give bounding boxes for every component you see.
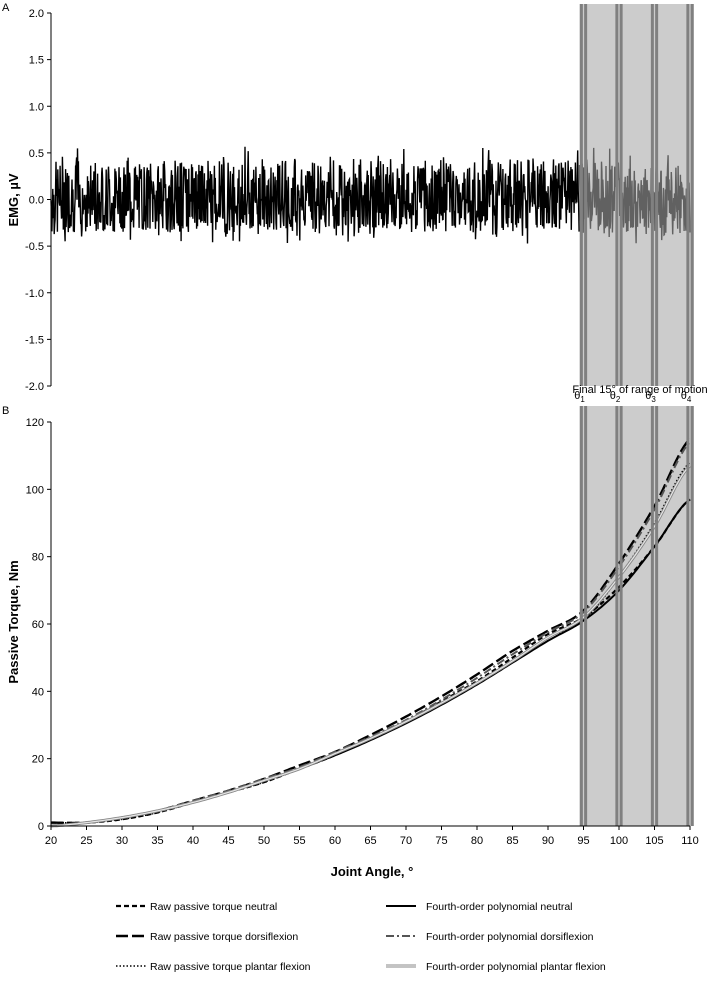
- b-xtick-label: 110: [681, 835, 699, 847]
- emg-trace: [50, 146, 580, 244]
- b-ytick-label: 60: [32, 619, 44, 631]
- b-xtick-label: 85: [506, 835, 518, 847]
- b-xtick-label: 90: [542, 835, 554, 847]
- theta-label-2: θ2: [610, 390, 621, 404]
- legend-label: Fourth-order polynomial neutral: [426, 901, 573, 913]
- b-xtick-label: 50: [258, 835, 270, 847]
- panel-a: A 2.0 1.5 1.0 0.5 0.0 -0.5 -1.0 -1.5 -2.0 EMG, µ…: [2, 2, 708, 396]
- theta-label-3: θ3: [645, 390, 656, 404]
- b-xtick-label: 20: [45, 835, 57, 847]
- a-ytick-label: 0.5: [29, 148, 44, 160]
- b-xtick-label: 95: [577, 835, 589, 847]
- panel-a-dividers: [579, 4, 694, 386]
- theta-label-4: θ4: [681, 390, 692, 404]
- a-ytick-label: 0.0: [29, 195, 44, 207]
- legend-item-5: Fourth-order polynomial plantar flexion: [386, 961, 606, 973]
- a-ytick-label: -1.0: [25, 288, 44, 300]
- shaded-region-b: [579, 406, 694, 826]
- b-ytick-label: 80: [32, 552, 44, 564]
- b-ytick-label: 0: [38, 821, 44, 833]
- panel-a-letter: A: [2, 2, 10, 14]
- panel-b-x-axis-title: Joint Angle, °: [331, 864, 414, 879]
- emg-trace-shaded: [578, 147, 691, 244]
- panel-b-series: [50, 437, 692, 828]
- b-xtick-label: 25: [80, 835, 92, 847]
- b-ytick-label: 40: [32, 686, 44, 698]
- b-xtick-label: 35: [151, 835, 163, 847]
- b-xtick-label: 45: [222, 835, 234, 847]
- panel-a-y-axis-title: EMG, µV: [6, 173, 21, 226]
- legend-label: Fourth-order polynomial dorsiflexion: [426, 931, 594, 943]
- b-xtick-label: 55: [293, 835, 305, 847]
- panel-b-y-axis-title: Passive Torque, Nm: [6, 560, 21, 683]
- a-ytick-label: 2.0: [29, 8, 44, 20]
- legend-item-0: Raw passive torque neutral: [116, 901, 277, 913]
- theta-label-1: θ1: [574, 390, 585, 404]
- a-ytick-label: -0.5: [25, 241, 44, 253]
- panel-b-letter: B: [2, 405, 9, 417]
- b-xtick-label: 75: [435, 835, 447, 847]
- legend-item-4: Raw passive torque plantar flexion: [116, 961, 311, 973]
- b-ytick-label: 100: [26, 484, 44, 496]
- b-xtick-label: 100: [610, 835, 628, 847]
- a-ytick-label: -1.5: [25, 334, 44, 346]
- panel-b-x-ticks: 20 25 30 35 40 45 50 55 60 65 70 75 80 85 90 95 100 105 11…: [45, 826, 699, 847]
- legend-item-2: Raw passive torque dorsiflexion: [116, 931, 298, 943]
- legend-item-1: Fourth-order polynomial neutral: [386, 901, 573, 913]
- b-xtick-label: 40: [187, 835, 199, 847]
- a-ytick-label: -2.0: [25, 381, 44, 393]
- b-xtick-label: 60: [329, 835, 341, 847]
- theta-labels: θ1 θ2 θ3 θ4: [574, 390, 692, 404]
- legend-label: Raw passive torque neutral: [150, 901, 277, 913]
- legend-label: Raw passive torque dorsiflexion: [150, 931, 298, 943]
- panel-b-y-ticks: 120 100 80 60 40 20 0: [26, 417, 51, 833]
- panel-a-y-ticks: 2.0 1.5 1.0 0.5 0.0 -0.5 -1.0 -1.5 -2.0: [25, 8, 51, 393]
- a-ytick-label: 1.0: [29, 101, 44, 113]
- a-ytick-label: 1.5: [29, 55, 44, 67]
- panel-b-dividers: [579, 406, 694, 826]
- b-xtick-label: 70: [400, 835, 412, 847]
- panel-a-emg-signal: [50, 146, 691, 244]
- b-xtick-label: 65: [364, 835, 376, 847]
- shaded-region-label: Final 15° of range of motion: [572, 384, 707, 396]
- legend: Raw passive torque neutral Fourth-order p…: [116, 901, 606, 973]
- b-xtick-label: 30: [116, 835, 128, 847]
- b-xtick-label: 80: [471, 835, 483, 847]
- b-ytick-label: 20: [32, 754, 44, 766]
- b-xtick-label: 105: [645, 835, 663, 847]
- legend-label: Fourth-order polynomial plantar flexion: [426, 961, 606, 973]
- legend-item-3: Fourth-order polynomial dorsiflexion: [386, 931, 594, 943]
- legend-label: Raw passive torque plantar flexion: [150, 961, 311, 973]
- b-ytick-label: 120: [26, 417, 44, 429]
- series-inner-line: [50, 465, 691, 827]
- panel-b-shaded-region: [579, 406, 694, 826]
